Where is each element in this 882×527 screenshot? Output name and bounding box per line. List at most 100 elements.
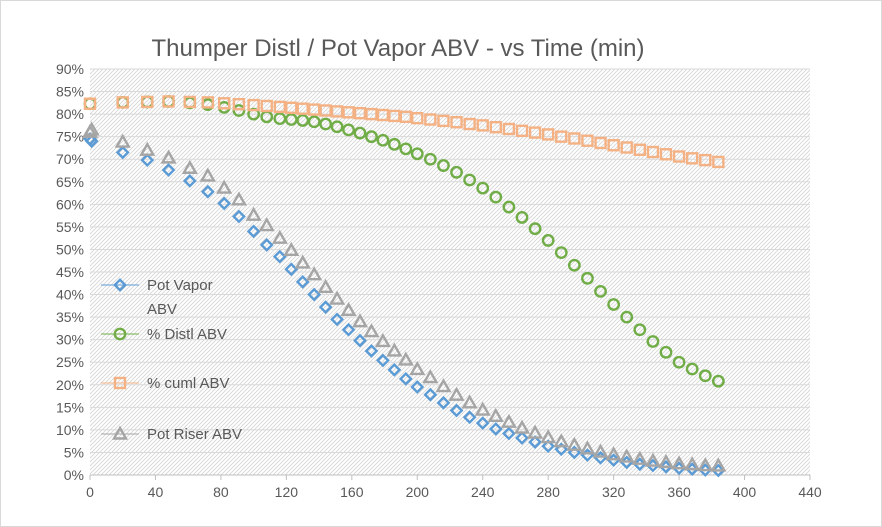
- data-point: [307, 115, 321, 129]
- data-point: [581, 271, 594, 285]
- y-tick-label: 85%: [56, 84, 84, 100]
- x-tick-label: 160: [340, 484, 364, 500]
- data-point: [567, 258, 581, 272]
- data-point: [541, 439, 556, 454]
- data-point: [232, 104, 246, 117]
- data-point: [410, 380, 425, 394]
- data-point: [659, 459, 673, 474]
- data-point: [329, 290, 346, 305]
- data-point: [285, 101, 298, 114]
- data-point: [581, 134, 594, 147]
- series-pot-vapor-abv: [83, 132, 726, 478]
- x-tick-label: 360: [667, 484, 691, 500]
- data-point: [424, 113, 437, 126]
- data-point: [422, 369, 439, 384]
- data-point: [141, 95, 154, 109]
- y-tick-label: 5%: [64, 444, 84, 460]
- x-tick-label: 280: [537, 484, 561, 500]
- data-point: [657, 453, 675, 469]
- legend-item[interactable]: % cuml ABV: [101, 375, 230, 392]
- data-point: [398, 372, 413, 386]
- data-point: [620, 310, 634, 324]
- data-point: [273, 100, 287, 114]
- legend-marker: [111, 425, 129, 440]
- series-cuml-abv: [83, 95, 725, 169]
- data-point: [423, 152, 437, 166]
- data-point: [488, 422, 503, 436]
- data-point: [710, 457, 727, 472]
- data-point: [592, 443, 609, 458]
- data-point: [232, 209, 246, 224]
- data-point: [351, 313, 369, 328]
- data-point: [340, 301, 357, 317]
- data-point: [659, 345, 673, 359]
- data-point: [388, 109, 401, 123]
- x-tick-label: 440: [798, 484, 822, 500]
- data-point: [594, 136, 607, 150]
- data-point: [160, 149, 177, 164]
- data-point: [579, 440, 596, 455]
- data-point: [646, 145, 660, 159]
- data-point: [115, 145, 130, 160]
- legend-item[interactable]: Pot Riser ABV: [101, 425, 242, 443]
- data-point: [515, 431, 529, 445]
- data-point: [342, 123, 355, 137]
- data-point: [541, 234, 555, 247]
- y-tick-label: 65%: [56, 174, 84, 190]
- data-point: [450, 165, 463, 179]
- data-point: [183, 95, 197, 109]
- data-point: [515, 124, 529, 138]
- data-point: [633, 323, 647, 337]
- data-point: [527, 424, 544, 439]
- data-point: [409, 361, 426, 376]
- data-point: [307, 287, 322, 302]
- legend-label: Pot Riser ABV: [147, 426, 242, 443]
- data-point: [553, 433, 570, 448]
- data-point: [386, 342, 403, 357]
- data-point: [217, 97, 231, 110]
- data-point: [672, 150, 686, 163]
- data-point: [181, 159, 198, 174]
- data-point: [260, 99, 273, 113]
- data-point: [387, 137, 401, 151]
- data-point: [84, 134, 99, 149]
- data-point: [476, 119, 489, 132]
- data-point: [353, 126, 367, 140]
- data-point: [230, 191, 247, 206]
- data-point: [330, 120, 344, 134]
- data-point: [632, 457, 647, 472]
- data-point: [500, 413, 517, 428]
- data-point: [201, 96, 215, 109]
- y-tick-label: 45%: [56, 264, 84, 280]
- y-tick-label: 80%: [56, 106, 84, 122]
- data-point: [618, 448, 635, 463]
- data-point: [296, 102, 309, 115]
- data-point: [698, 369, 712, 383]
- data-point: [646, 335, 660, 348]
- data-point: [317, 278, 334, 294]
- legend-item[interactable]: Pot Vapor ABV: [101, 277, 213, 318]
- data-point: [258, 217, 275, 232]
- data-point: [685, 152, 699, 165]
- data-point: [489, 120, 503, 134]
- data-point: [672, 355, 686, 369]
- legend-label: % Distl ABV: [147, 326, 227, 343]
- data-point: [341, 322, 356, 337]
- y-tick-label: 10%: [56, 422, 84, 438]
- data-point: [605, 446, 622, 461]
- data-point: [449, 403, 464, 418]
- x-tick-label: 400: [733, 484, 757, 500]
- data-point: [502, 122, 516, 136]
- y-tick-label: 35%: [56, 309, 84, 325]
- data-point: [528, 435, 542, 449]
- legend-item[interactable]: % Distl ABV: [101, 326, 227, 343]
- x-tick-label: 200: [406, 484, 430, 500]
- data-point: [140, 153, 155, 168]
- x-tick-label: 40: [148, 484, 164, 500]
- y-tick-label: 40%: [56, 287, 84, 303]
- data-point: [376, 133, 390, 147]
- data-point: [399, 110, 413, 124]
- data-point: [631, 450, 648, 465]
- x-tick-label: 80: [213, 484, 229, 500]
- data-point: [364, 344, 379, 358]
